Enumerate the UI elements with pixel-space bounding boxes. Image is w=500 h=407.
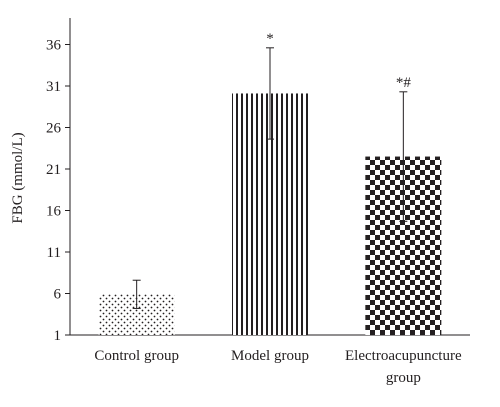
x-tick-label: Electroacupuncture xyxy=(345,348,462,364)
y-tick-label: 21 xyxy=(46,162,61,178)
y-tick-label: 36 xyxy=(46,38,62,54)
significance-marker: * xyxy=(266,31,274,47)
y-axis-title: FBG (mmol/L) xyxy=(10,132,26,223)
y-tick-label: 26 xyxy=(46,121,62,137)
x-tick-label: Model group xyxy=(231,348,309,364)
x-tick-label: Control group xyxy=(94,348,179,364)
significance-marker: *# xyxy=(396,75,412,91)
y-tick-label: 16 xyxy=(46,204,62,220)
y-tick-label: 1 xyxy=(54,328,62,344)
y-tick-label: 31 xyxy=(46,79,61,95)
x-tick-label: group xyxy=(386,370,421,386)
y-tick-label: 6 xyxy=(54,287,62,303)
y-tick-label: 11 xyxy=(47,245,61,261)
